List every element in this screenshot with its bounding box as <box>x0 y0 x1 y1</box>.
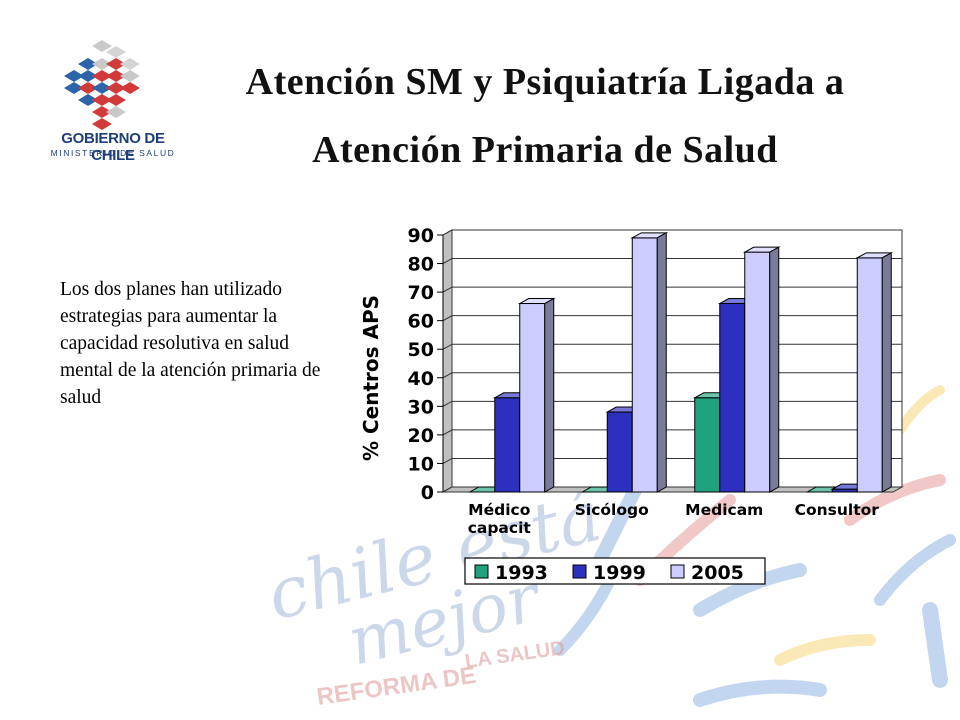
bar-1993-2 <box>694 397 721 493</box>
legend-swatch-1999 <box>572 564 587 579</box>
bar-2005-0 <box>519 303 546 493</box>
legend-swatch-1993 <box>474 564 489 579</box>
bar-1999-1 <box>606 411 633 493</box>
bar-side-2005-3 <box>881 251 892 493</box>
legend-box <box>464 557 766 585</box>
bar-2005-2 <box>744 251 771 493</box>
legend-label-2005: 2005 <box>691 562 744 584</box>
y-tick-label: 20 <box>408 425 434 447</box>
bar-2005-3 <box>856 257 883 493</box>
bar-2005-1 <box>631 237 658 493</box>
legend-swatch-2005 <box>670 564 685 579</box>
y-tick-label: 40 <box>408 368 434 390</box>
y-tick-label: 60 <box>408 311 434 333</box>
bar-1999-2 <box>719 303 746 493</box>
slide-title-line-1: Atención SM y Psiquiatría Ligada a <box>245 61 845 103</box>
bar-side-2005-1 <box>656 232 667 493</box>
bar-side-2005-2 <box>769 246 780 493</box>
x-tick-label: capacit <box>468 519 532 537</box>
y-tick-label: 0 <box>421 482 434 504</box>
x-tick-label: Sicólogo <box>575 501 649 519</box>
y-tick-label: 30 <box>408 396 434 418</box>
plot-side-wall <box>442 229 453 493</box>
x-tick-label: Medicam <box>685 501 763 519</box>
body-paragraph: Los dos planes han utilizado estrategias… <box>60 279 321 408</box>
gridline <box>442 229 902 236</box>
bar-1999-0 <box>494 397 521 493</box>
slide-title-line-2: Atención Primaria de Salud <box>312 129 778 171</box>
y-tick-label: 80 <box>408 254 434 276</box>
x-tick-label: Médico <box>468 501 530 519</box>
y-axis-ticks: 0 10 20 30 40 50 60 70 80 90 <box>408 225 444 504</box>
legend-label-1999: 1999 <box>593 562 646 584</box>
legend-label-1993: 1993 <box>495 562 548 584</box>
y-axis-title: % Centros APS <box>359 295 383 461</box>
x-tick-label: Consultor <box>795 501 880 519</box>
y-tick-label: 10 <box>408 453 434 475</box>
y-tick-label: 70 <box>408 282 434 304</box>
logo-organization-name: GOBIERNO DE CHILE <box>61 130 165 164</box>
bar-side-2005-0 <box>544 297 555 493</box>
y-tick-label: 90 <box>408 225 434 247</box>
chart-legend: 1993 1999 2005 <box>464 557 766 585</box>
chart-bars <box>467 232 894 493</box>
y-tick-label: 50 <box>408 339 434 361</box>
government-logo-icon <box>64 40 140 130</box>
logo-department-name: MINISTERIO DE SALUD <box>50 148 176 158</box>
